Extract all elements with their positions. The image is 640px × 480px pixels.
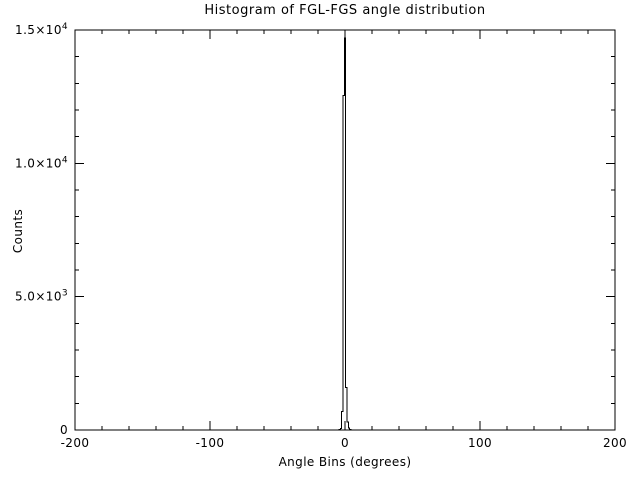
- y-tick-label: 5.0×103: [15, 289, 68, 304]
- histogram-series-line: [75, 37, 615, 431]
- y-tick-label: 1.0×104: [15, 155, 68, 170]
- x-tick-label: 200: [603, 436, 627, 450]
- y-tick-label: 0: [60, 423, 68, 437]
- x-tick-label: -200: [61, 436, 90, 450]
- y-tick-label: 1.5×104: [15, 22, 68, 37]
- chart-title: Histogram of FGL-FGS angle distribution: [204, 3, 486, 18]
- x-tick-label: 100: [468, 436, 492, 450]
- x-tick-label: -100: [196, 436, 225, 450]
- x-axis-label: Angle Bins (degrees): [278, 455, 412, 469]
- x-tick-label: 0: [341, 436, 349, 450]
